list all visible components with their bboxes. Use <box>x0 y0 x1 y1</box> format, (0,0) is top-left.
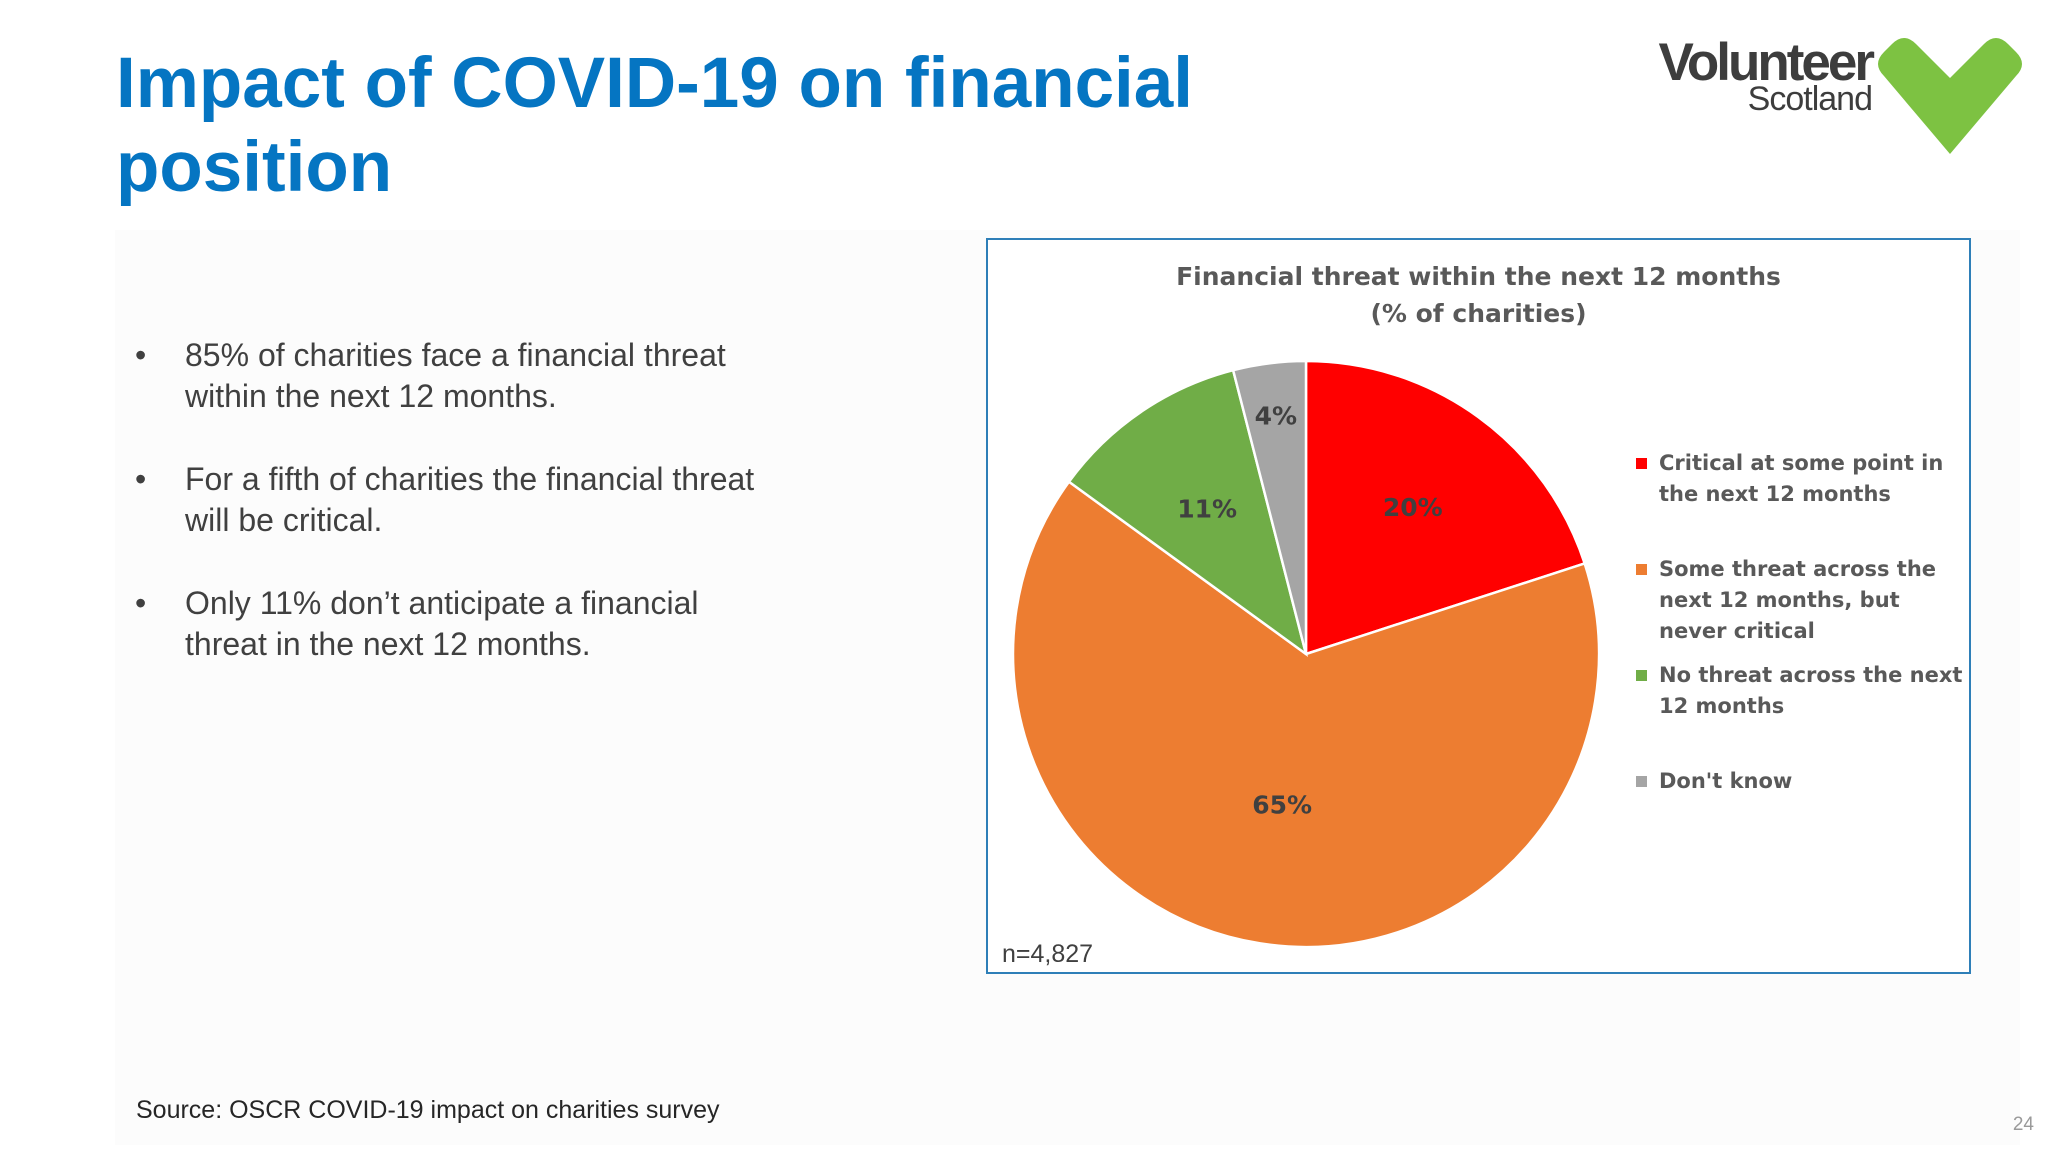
bullet-item: • Only 11% don’t anticipate a financial … <box>135 583 755 665</box>
legend-item-no-threat: No threat across the next 12 months <box>1636 660 1966 722</box>
sample-size-note: n=4,827 <box>1002 940 1094 968</box>
bullet-text: For a fifth of charities the financial t… <box>185 461 755 538</box>
chart-title-line1: Financial threat within the next 12 mont… <box>1176 262 1781 291</box>
bullet-item: • 85% of charities face a financial thre… <box>135 335 755 417</box>
bullet-text: 85% of charities face a financial threat… <box>185 337 726 414</box>
bullet-item: • For a fifth of charities the financial… <box>135 459 755 541</box>
bullet-marker: • <box>135 585 147 621</box>
chart-title-line2: (% of charities) <box>1370 299 1587 328</box>
legend-item-some-threat: Some threat across the next 12 months, b… <box>1636 554 1966 647</box>
legend-label: Don't know <box>1659 769 1793 793</box>
legend-swatch <box>1636 670 1647 681</box>
bullet-marker: • <box>135 461 147 497</box>
pie-slice <box>1067 368 1309 658</box>
legend-swatch <box>1636 564 1647 575</box>
pie-data-label: 20% <box>1383 493 1443 522</box>
legend-item-dont-know: Don't know <box>1636 766 1966 797</box>
bullet-marker: • <box>135 337 147 373</box>
page-number: 24 <box>2012 1114 2034 1135</box>
source-note: Source: OSCR COVID-19 impact on charitie… <box>136 1096 720 1124</box>
pie-slice <box>1304 359 1587 656</box>
legend-label: Critical at some point in the next 12 mo… <box>1659 451 1944 506</box>
pie-data-label: 4% <box>1255 402 1297 431</box>
legend-label: Some threat across the next 12 months, b… <box>1659 557 1937 643</box>
volunteer-scotland-logo: Volunteer Scotland <box>1640 30 2030 165</box>
chart-container: Financial threat within the next 12 mont… <box>986 238 1971 974</box>
pie-data-label: 65% <box>1252 790 1312 819</box>
legend-swatch <box>1636 776 1647 787</box>
heart-icon <box>1878 38 2022 154</box>
slide-title: Impact of COVID-19 on financial position <box>116 44 1193 207</box>
pie-data-label: 11% <box>1177 495 1237 524</box>
legend-label: No threat across the next 12 months <box>1659 663 1963 718</box>
logo-text-volunteer: Volunteer <box>1658 33 1875 92</box>
pie-chart: 20% 65% 11% 4% <box>1011 359 1601 949</box>
logo-text-scotland: Scotland <box>1747 80 1873 118</box>
heart-shape <box>1878 38 2022 154</box>
chart-title: Financial threat within the next 12 mont… <box>988 258 1969 332</box>
bullet-list: • 85% of charities face a financial thre… <box>135 335 755 707</box>
bullet-text: Only 11% don’t anticipate a financial th… <box>185 585 699 662</box>
pie-slice <box>1011 480 1601 949</box>
pie-slice <box>1231 359 1308 655</box>
legend-item-critical: Critical at some point in the next 12 mo… <box>1636 448 1966 510</box>
legend-swatch <box>1636 458 1647 469</box>
